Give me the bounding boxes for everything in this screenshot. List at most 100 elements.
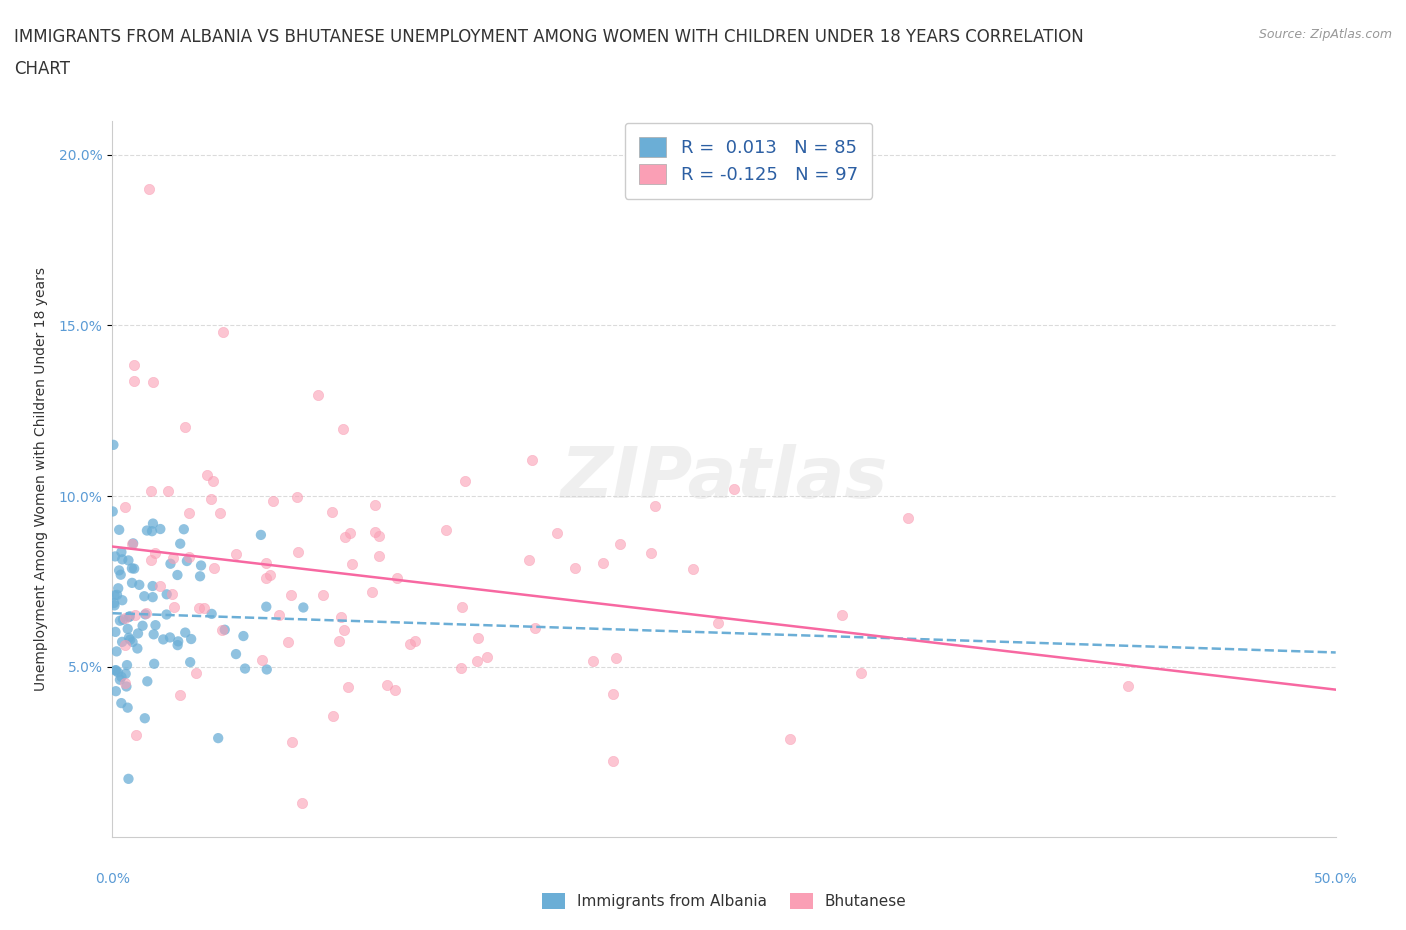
Point: [169, 537, 191, 551]
Point: [156, 587, 179, 602]
Point: [118, 631, 141, 645]
Point: [1116, 679, 1139, 694]
Point: [707, 616, 730, 631]
Point: [211, 622, 233, 637]
Point: [108, 613, 131, 628]
Text: CHART: CHART: [14, 60, 70, 78]
Point: [202, 561, 225, 576]
Point: [262, 494, 284, 509]
Point: [134, 589, 156, 604]
Point: [120, 632, 142, 647]
Point: [779, 731, 801, 746]
Point: [138, 181, 160, 196]
Point: [127, 641, 149, 656]
Point: [111, 612, 134, 627]
Point: [114, 638, 136, 653]
Point: [139, 484, 162, 498]
Point: [201, 606, 224, 621]
Point: [121, 561, 143, 576]
Point: [179, 550, 201, 565]
Point: [190, 558, 212, 573]
Point: [225, 546, 247, 561]
Point: [292, 600, 315, 615]
Point: [101, 504, 124, 519]
Point: [831, 607, 853, 622]
Point: [104, 684, 127, 698]
Point: [254, 599, 277, 614]
Point: [136, 674, 159, 689]
Point: [104, 663, 127, 678]
Point: [118, 609, 141, 624]
Point: [145, 545, 167, 560]
Point: [363, 525, 385, 539]
Point: [159, 556, 181, 571]
Point: [517, 552, 540, 567]
Point: [202, 473, 225, 488]
Point: [114, 667, 136, 682]
Point: [104, 663, 127, 678]
Point: [200, 492, 222, 507]
Point: [211, 325, 233, 339]
Point: [467, 631, 489, 645]
Point: [108, 672, 131, 687]
Point: [250, 527, 273, 542]
Point: [434, 523, 457, 538]
Point: [387, 571, 409, 586]
Point: [307, 387, 329, 402]
Point: [332, 622, 354, 637]
Point: [174, 625, 197, 640]
Point: [467, 654, 489, 669]
Point: [118, 609, 141, 624]
Point: [193, 601, 215, 616]
Point: [208, 505, 231, 520]
Point: [322, 709, 344, 724]
Point: [115, 679, 138, 694]
Point: [162, 551, 184, 565]
Point: [152, 632, 174, 647]
Y-axis label: Unemployment Among Women with Children Under 18 years: Unemployment Among Women with Children U…: [34, 267, 48, 691]
Point: [117, 553, 139, 568]
Point: [333, 529, 356, 544]
Point: [127, 626, 149, 641]
Point: [131, 618, 153, 633]
Point: [564, 561, 586, 576]
Point: [195, 468, 218, 483]
Point: [142, 627, 165, 642]
Point: [103, 595, 125, 610]
Point: [141, 552, 163, 567]
Point: [141, 524, 163, 538]
Point: [110, 696, 132, 711]
Point: [180, 631, 202, 646]
Point: [149, 578, 172, 593]
Point: [111, 634, 134, 649]
Point: [159, 630, 181, 644]
Point: [166, 638, 188, 653]
Point: [117, 621, 139, 636]
Point: [104, 624, 127, 639]
Point: [142, 578, 165, 593]
Text: 50.0%: 50.0%: [1313, 871, 1358, 885]
Point: [287, 490, 309, 505]
Point: [135, 606, 157, 621]
Point: [114, 610, 136, 625]
Point: [111, 551, 134, 566]
Point: [117, 700, 139, 715]
Point: [103, 437, 125, 452]
Point: [169, 688, 191, 703]
Text: ZIPatlas: ZIPatlas: [561, 445, 887, 513]
Point: [723, 482, 745, 497]
Point: [121, 634, 143, 649]
Point: [332, 421, 354, 436]
Text: 0.0%: 0.0%: [96, 871, 129, 885]
Point: [404, 633, 426, 648]
Point: [225, 646, 247, 661]
Point: [287, 544, 309, 559]
Point: [174, 419, 197, 434]
Point: [125, 727, 148, 742]
Point: [398, 636, 420, 651]
Text: Source: ZipAtlas.com: Source: ZipAtlas.com: [1258, 28, 1392, 41]
Point: [115, 658, 138, 672]
Point: [368, 528, 391, 543]
Point: [605, 650, 627, 665]
Point: [454, 473, 477, 488]
